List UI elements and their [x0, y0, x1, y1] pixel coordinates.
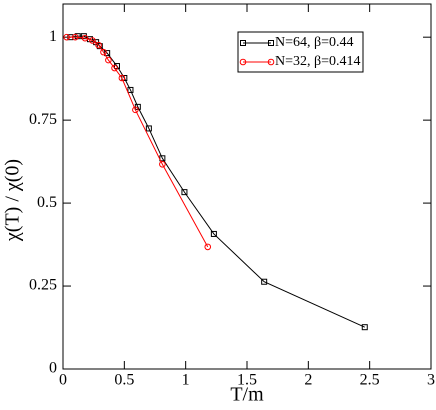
marker — [159, 160, 166, 168]
marker — [127, 86, 134, 93]
marker — [95, 41, 102, 49]
x-tick-label: 1.5 — [237, 372, 257, 389]
y-tick-label: 0.5 — [37, 194, 57, 211]
y-axis-label: χ(T) / χ(0) — [2, 159, 24, 242]
marker — [204, 243, 212, 251]
marker — [210, 230, 217, 237]
marker — [80, 33, 87, 40]
x-tick-label: 0 — [59, 372, 67, 389]
marker — [268, 40, 274, 46]
marker — [105, 56, 112, 64]
marker — [145, 125, 152, 132]
series-line — [70, 35, 365, 328]
legend-label: N=64, β=0.44 — [275, 35, 354, 50]
y-tick-label: 0.25 — [29, 277, 57, 294]
marker — [71, 33, 79, 41]
x-axis-label: T/m — [230, 384, 264, 406]
y-tick-label: 0.75 — [29, 111, 57, 128]
legend-box — [237, 31, 364, 73]
marker — [181, 189, 188, 196]
marker — [89, 37, 96, 44]
y-tick-label: 1 — [49, 28, 57, 45]
marker — [63, 33, 70, 41]
marker — [81, 34, 89, 42]
marker — [100, 48, 107, 56]
marker — [361, 324, 368, 331]
legend-label: N=32, β=0.414 — [275, 54, 361, 69]
x-tick-label: 2 — [304, 372, 312, 389]
marker — [111, 64, 118, 72]
marker — [132, 106, 139, 114]
marker — [239, 58, 247, 66]
marker — [240, 40, 246, 46]
x-tick-label: 0.5 — [114, 372, 134, 389]
marker — [118, 74, 126, 82]
x-tick-label: 3 — [427, 372, 435, 389]
marker — [267, 58, 275, 66]
y-tick-label: 0 — [49, 360, 57, 377]
marker — [261, 278, 268, 285]
series-line — [66, 36, 209, 248]
marker — [96, 43, 103, 50]
x-tick-label: 2.5 — [360, 372, 380, 389]
x-tick-label: 1 — [182, 372, 190, 389]
